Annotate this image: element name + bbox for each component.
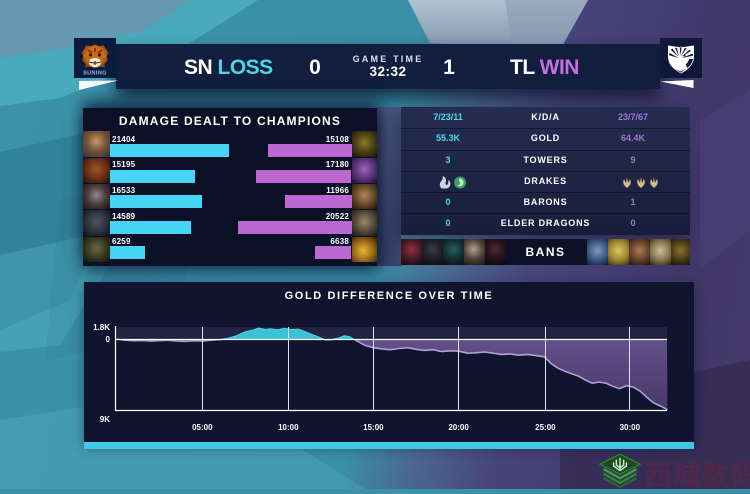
svg-text:SUNING: SUNING [83, 71, 107, 77]
